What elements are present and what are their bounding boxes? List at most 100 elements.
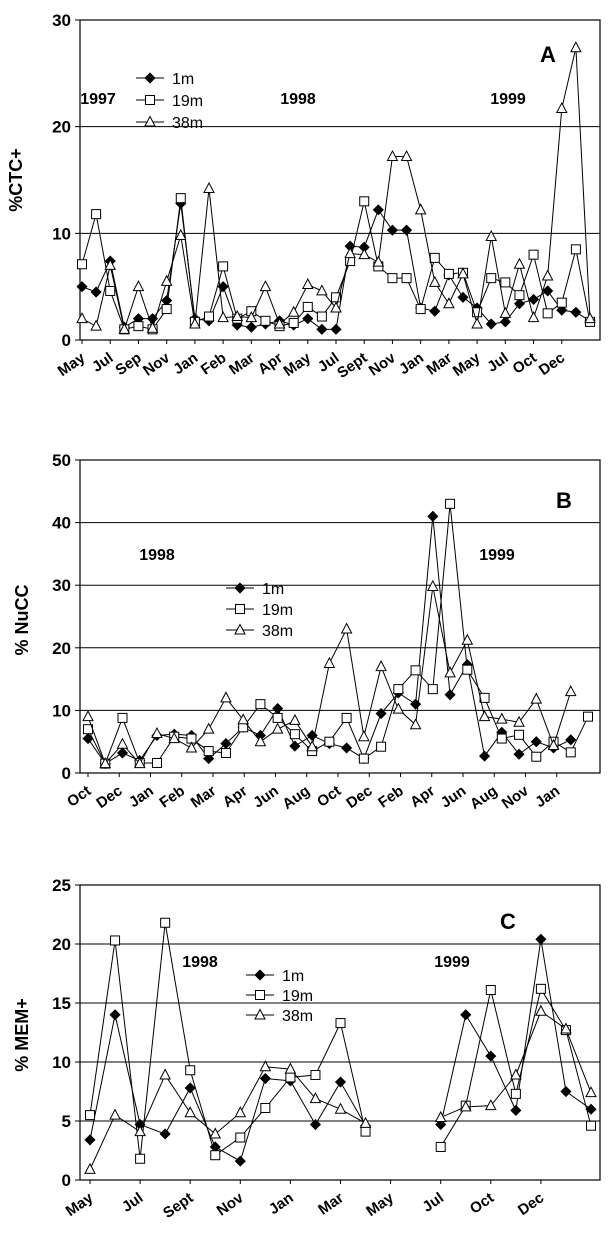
data-point-38m xyxy=(237,713,250,725)
x-tick-label: Sept xyxy=(160,1189,196,1222)
data-point-38m xyxy=(564,685,577,697)
data-point-38m xyxy=(510,1068,522,1080)
data-point-38m xyxy=(444,666,456,678)
data-point-38m xyxy=(323,656,336,668)
legend-marker-38m xyxy=(234,623,246,635)
series-38m xyxy=(84,1004,597,1174)
data-point-38m xyxy=(375,660,387,672)
data-point-1m xyxy=(372,204,384,216)
series-38m xyxy=(82,579,577,769)
data-point-38m xyxy=(535,1004,547,1016)
data-point-1m xyxy=(513,748,525,760)
data-point-38m xyxy=(133,757,146,769)
data-point-1m xyxy=(184,1082,196,1094)
data-point-38m xyxy=(570,41,582,53)
data-point-19m xyxy=(105,285,116,296)
data-point-38m xyxy=(459,1100,472,1112)
data-point-38m xyxy=(76,312,88,324)
x-tick-label: Oct xyxy=(314,782,344,810)
series-19m xyxy=(83,498,593,769)
x-tick-label: Mar xyxy=(226,349,258,378)
data-point-1m xyxy=(90,286,102,298)
data-point-19m xyxy=(235,1132,246,1143)
data-point-1m xyxy=(435,1118,447,1131)
data-point-38m xyxy=(301,277,314,290)
x-tick-label: Jan xyxy=(170,349,201,378)
y-tick-label: 30 xyxy=(52,11,71,30)
year-label: 1998 xyxy=(182,954,218,971)
plot-area xyxy=(79,19,601,341)
x-tick-label: Sep xyxy=(112,349,144,379)
data-point-1m xyxy=(161,294,173,307)
data-point-1m xyxy=(485,318,497,330)
y-tick-label: 15 xyxy=(52,994,71,1013)
data-point-38m xyxy=(392,702,405,714)
data-point-38m xyxy=(134,1125,146,1137)
data-point-38m xyxy=(151,726,163,739)
data-point-19m xyxy=(565,747,576,758)
year-label: 1999 xyxy=(479,547,515,564)
x-tick-label: Jul xyxy=(484,349,512,375)
data-point-19m xyxy=(185,1065,196,1076)
x-tick-label: May xyxy=(55,349,89,380)
legend-marker-19m xyxy=(145,95,155,105)
data-point-19m xyxy=(255,699,266,710)
data-point-38m xyxy=(234,1106,247,1118)
data-point-38m xyxy=(584,312,596,324)
data-point-19m xyxy=(586,1120,596,1131)
y-tick-label: 40 xyxy=(52,514,71,533)
data-point-1m xyxy=(375,707,387,720)
data-point-38m xyxy=(400,149,413,162)
data-point-38m xyxy=(189,317,201,329)
data-point-38m xyxy=(485,229,498,242)
data-point-19m xyxy=(393,684,404,695)
panel-label: A xyxy=(540,42,556,67)
data-point-19m xyxy=(220,747,231,758)
data-point-19m xyxy=(496,733,507,744)
legend-marker-1m xyxy=(254,969,266,981)
data-point-1m xyxy=(272,702,284,715)
data-point-38m xyxy=(116,737,129,749)
data-point-38m xyxy=(289,713,301,725)
y-axis-label: %CTC+ xyxy=(6,148,26,212)
year-label: 1998 xyxy=(139,547,175,564)
y-tick-label: 10 xyxy=(52,224,71,243)
x-tick-label: Oct xyxy=(510,349,540,377)
data-point-19m xyxy=(415,304,426,315)
data-point-38m xyxy=(118,322,131,334)
data-point-19m xyxy=(161,304,172,315)
data-point-38m xyxy=(499,306,512,318)
x-tick-label: Aug xyxy=(467,782,501,813)
legend: 1m 19m 38m xyxy=(226,581,293,640)
data-point-38m xyxy=(484,1099,497,1111)
data-point-1m xyxy=(76,281,88,293)
data-point-38m xyxy=(541,269,554,281)
y-tick-label: 0 xyxy=(62,764,71,783)
data-point-19m xyxy=(272,712,283,723)
data-point-38m xyxy=(146,321,159,333)
legend-label: 38m xyxy=(262,623,293,640)
data-point-19m xyxy=(133,321,144,332)
data-point-19m xyxy=(310,1069,321,1080)
data-point-19m xyxy=(531,751,542,762)
data-point-38m xyxy=(471,317,483,329)
data-point-38m xyxy=(203,181,215,194)
y-tick-label: 0 xyxy=(62,331,71,350)
x-tick-label: Jan xyxy=(266,1189,297,1218)
x-tick-label: May xyxy=(63,1189,97,1220)
data-point-1m xyxy=(116,747,129,759)
legend-label: 1m xyxy=(282,968,304,985)
data-point-38m xyxy=(306,740,318,752)
series-line-19m xyxy=(87,503,589,765)
legend-label: 38m xyxy=(282,1008,313,1025)
x-tick-label: Nov xyxy=(366,349,400,380)
x-tick-label: Dec xyxy=(515,1189,547,1219)
data-point-38m xyxy=(359,1116,372,1128)
data-point-38m xyxy=(220,691,232,703)
data-point-19m xyxy=(486,273,497,284)
data-point-1m xyxy=(565,734,577,746)
data-point-38m xyxy=(217,311,229,323)
x-tick-label: Jan xyxy=(532,782,563,811)
